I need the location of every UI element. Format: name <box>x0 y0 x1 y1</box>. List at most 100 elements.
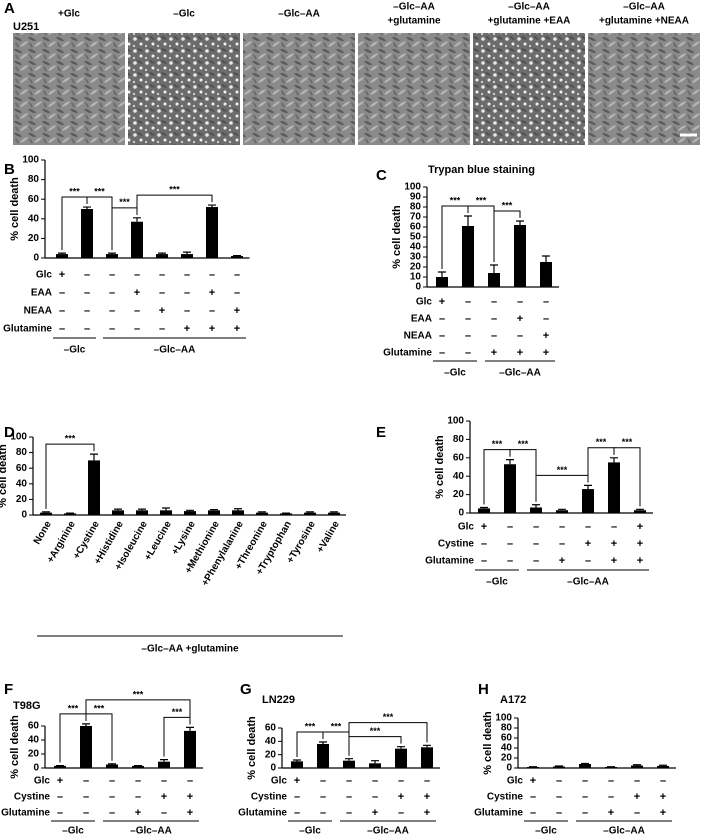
y-tick-label: 100 <box>404 182 421 193</box>
significance-label: *** <box>305 721 316 731</box>
condition-mark: + <box>234 323 240 335</box>
y-tick-label: 80 <box>28 174 40 185</box>
y-tick-label: 80 <box>501 723 513 734</box>
cell-line-label: U251 <box>13 21 39 33</box>
bar <box>80 726 92 768</box>
bar <box>112 510 124 515</box>
condition-mark: – <box>439 330 445 342</box>
condition-mark: – <box>372 775 378 787</box>
bar <box>527 767 539 768</box>
condition-mark: – <box>481 538 487 550</box>
panel-letter: D <box>4 424 15 441</box>
bar <box>54 765 66 768</box>
error-bar <box>186 509 194 512</box>
condition-mark: – <box>346 791 352 803</box>
bar <box>553 766 565 768</box>
bar <box>514 225 526 287</box>
micrograph <box>13 33 125 145</box>
significance-label: *** <box>476 195 487 205</box>
condition-mark: + <box>135 807 141 819</box>
error-bar <box>555 765 563 767</box>
condition-mark: – <box>556 791 562 803</box>
significance-label: *** <box>69 186 80 196</box>
condition-label: NEAA <box>404 331 432 342</box>
y-tick-label: 60 <box>501 733 513 744</box>
condition-mark: + <box>57 775 63 787</box>
bar <box>232 510 244 515</box>
condition-mark: – <box>559 538 565 550</box>
y-tick-label: 40 <box>28 213 40 224</box>
bar <box>556 510 568 513</box>
condition-mark: – <box>83 775 89 787</box>
y-tick-label: 10 <box>410 272 422 283</box>
condition-mark: – <box>109 287 115 299</box>
significance-bracket <box>493 210 521 262</box>
error-bar <box>306 511 314 513</box>
condition-mark: – <box>582 807 588 819</box>
y-tick-label: 60 <box>28 721 40 732</box>
bar <box>488 273 500 287</box>
condition-mark: + <box>209 287 215 299</box>
image-label: +glutamine <box>387 16 441 27</box>
condition-mark: + <box>372 807 378 819</box>
group-label: –Glc–AA +glutamine <box>141 644 239 655</box>
condition-mark: + <box>159 305 165 317</box>
condition-mark: – <box>83 791 89 803</box>
condition-mark: + <box>637 538 643 550</box>
error-bar <box>83 206 91 209</box>
image-label: –Glc–AA <box>508 2 550 13</box>
error-bar <box>158 252 166 255</box>
bar <box>395 748 407 768</box>
error-bar <box>584 484 592 490</box>
cell-line-label: A172 <box>500 694 526 706</box>
condition-mark: + <box>209 323 215 335</box>
micrograph <box>473 33 585 145</box>
error-bar <box>183 251 191 255</box>
y-tick-label: 80 <box>16 447 28 458</box>
error-bar <box>633 764 641 766</box>
condition-mark: – <box>109 323 115 335</box>
error-bar <box>138 508 146 511</box>
condition-mark: + <box>491 347 497 359</box>
error-bar <box>423 744 431 748</box>
condition-mark: – <box>608 775 614 787</box>
significance-label: *** <box>172 707 183 717</box>
y-tick-label: 0 <box>21 510 27 521</box>
condition-label: NEAA <box>24 306 52 317</box>
image-label: +glutamine +EAA <box>488 16 571 27</box>
condition-mark: – <box>465 296 471 308</box>
condition-label: Cystine <box>487 792 524 803</box>
bar <box>81 209 93 258</box>
bar <box>343 760 355 768</box>
condition-mark: + <box>234 305 240 317</box>
condition-mark: – <box>533 555 539 567</box>
condition-mark: – <box>424 775 430 787</box>
condition-mark: – <box>608 791 614 803</box>
error-bar <box>114 508 122 511</box>
error-bar <box>610 457 618 463</box>
y-axis-label: % cell death <box>9 715 21 779</box>
x-tick-label: None <box>32 519 54 547</box>
bar-chart-panel: C Trypan blue staining 0102030405060708090… <box>376 164 559 379</box>
y-tick-label: 20 <box>501 753 513 764</box>
bar <box>136 510 148 515</box>
condition-mark: + <box>424 791 430 803</box>
condition-mark: – <box>634 775 640 787</box>
condition-mark: – <box>398 775 404 787</box>
condition-mark: – <box>543 313 549 325</box>
condition-mark: – <box>533 538 539 550</box>
condition-mark: – <box>161 775 167 787</box>
condition-mark: – <box>57 807 63 819</box>
image-label: –Glc–AA <box>393 2 435 13</box>
image-label: +glutamine +NEAA <box>599 16 689 27</box>
error-bar <box>82 723 90 726</box>
condition-mark: + <box>187 791 193 803</box>
condition-label: Cystine <box>251 792 288 803</box>
condition-mark: – <box>556 807 562 819</box>
error-bar <box>58 252 66 255</box>
condition-mark: – <box>234 269 240 281</box>
condition-mark: + <box>559 555 565 567</box>
condition-mark: – <box>465 347 471 359</box>
